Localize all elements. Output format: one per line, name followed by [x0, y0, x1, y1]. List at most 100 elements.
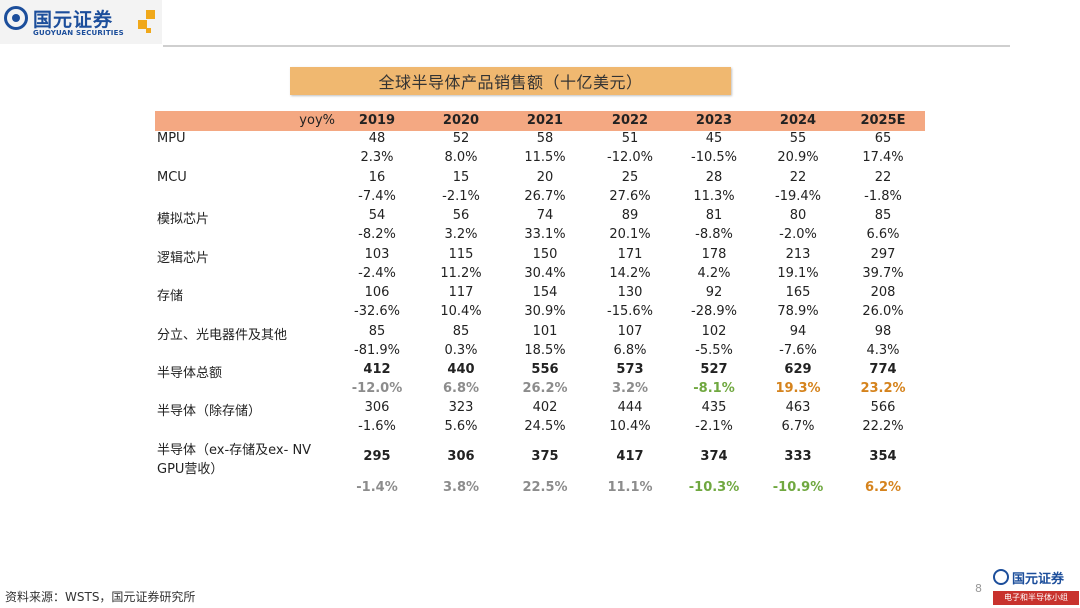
yoy-cell: -7.6% [779, 343, 817, 358]
row-label: 半导体（ex-存储及ex- NV [157, 443, 312, 458]
yoy-cell: 11.2% [440, 266, 482, 281]
value-cell: 402 [532, 400, 558, 415]
value-cell: 22 [789, 170, 807, 185]
yoy-cell: 22.2% [862, 419, 904, 434]
yoy-cell: -2.4% [358, 266, 396, 281]
value-cell: 178 [701, 247, 727, 262]
value-cell: 165 [785, 285, 811, 300]
yoy-cell: 3.2% [444, 227, 478, 242]
yoy-cell: 4.3% [866, 343, 900, 358]
value-cell: 297 [870, 247, 896, 262]
yoy-cell: 14.2% [609, 266, 651, 281]
yoy-cell: 22.5% [522, 480, 568, 495]
yoy-cell: 27.6% [609, 189, 651, 204]
value-cell: 54 [368, 208, 386, 223]
value-cell: 295 [363, 449, 391, 464]
value-cell: 374 [700, 449, 728, 464]
yoy-cell: 78.9% [777, 304, 819, 319]
yoy-cell: -8.2% [358, 227, 396, 242]
yoy-cell: -8.1% [693, 381, 735, 396]
yoy-cell: 10.4% [440, 304, 482, 319]
value-cell: 566 [870, 400, 896, 415]
yoy-cell: -2.1% [695, 419, 733, 434]
yoy-cell: 6.8% [613, 343, 647, 358]
value-cell: 51 [621, 131, 639, 146]
value-cell: 101 [532, 324, 558, 339]
yoy-cell: 11.3% [693, 189, 735, 204]
yoy-cell: 19.3% [775, 381, 821, 396]
row-label: GPU营收） [157, 462, 224, 477]
yoy-cell: 19.1% [777, 266, 819, 281]
yoy-cell: 26.7% [524, 189, 566, 204]
value-cell: 440 [447, 362, 475, 377]
value-cell: 102 [701, 324, 727, 339]
yoy-cell: 23.2% [860, 381, 906, 396]
value-cell: 115 [448, 247, 474, 262]
yoy-cell: 4.2% [697, 266, 731, 281]
logo-square-icon [146, 28, 151, 33]
yoy-cell: 3.2% [611, 381, 649, 396]
yoy-cell: 30.4% [524, 266, 566, 281]
row-label: 模拟芯片 [157, 212, 210, 227]
yoy-cell: 24.5% [524, 419, 566, 434]
yoy-header: yoy% [299, 113, 335, 128]
value-cell: 463 [785, 400, 811, 415]
value-cell: 20 [536, 170, 554, 185]
yoy-cell: 17.4% [862, 150, 904, 165]
yoy-cell: 3.8% [442, 480, 480, 495]
year-header: 2024 [779, 113, 817, 128]
yoy-cell: -12.0% [351, 381, 403, 396]
value-cell: 89 [621, 208, 639, 223]
year-header: 2020 [442, 113, 480, 128]
value-cell: 117 [448, 285, 474, 300]
source-note: 资料来源：WSTS，国元证券研究所 [5, 590, 196, 604]
footer-logo: 国元证券 电子和半导体小组 [993, 567, 1079, 607]
value-cell: 306 [364, 400, 390, 415]
yoy-cell: -7.4% [358, 189, 396, 204]
logo-en-name: GUOYUAN SECURITIES [33, 29, 124, 37]
yoy-cell: -28.9% [691, 304, 737, 319]
row-label: 存储 [157, 289, 184, 304]
yoy-cell: 8.0% [444, 150, 478, 165]
yoy-cell: 11.1% [607, 480, 653, 495]
yoy-cell: 33.1% [524, 227, 566, 242]
value-cell: 444 [617, 400, 643, 415]
header-divider [163, 45, 1010, 47]
logo-square-icon [138, 20, 147, 29]
yoy-cell: 39.7% [862, 266, 904, 281]
yoy-cell: 5.6% [444, 419, 478, 434]
value-cell: 15 [452, 170, 470, 185]
value-cell: 56 [452, 208, 470, 223]
value-cell: 774 [869, 362, 897, 377]
yoy-cell: -32.6% [354, 304, 400, 319]
value-cell: 85 [874, 208, 892, 223]
value-cell: 306 [447, 449, 475, 464]
value-cell: 25 [621, 170, 639, 185]
table-header-bar [155, 111, 925, 131]
value-cell: 333 [784, 449, 812, 464]
year-header: 2021 [526, 113, 564, 128]
value-cell: 65 [874, 131, 892, 146]
yoy-cell: -12.0% [607, 150, 653, 165]
value-cell: 208 [870, 285, 896, 300]
yoy-cell: 6.2% [864, 480, 902, 495]
footer-logo-tag: 电子和半导体小组 [993, 591, 1079, 605]
value-cell: 150 [532, 247, 558, 262]
value-cell: 527 [700, 362, 728, 377]
year-header: 2025E [860, 113, 906, 128]
value-cell: 98 [874, 324, 892, 339]
yoy-cell: -1.8% [864, 189, 902, 204]
page-number: 8 [975, 582, 982, 595]
value-cell: 171 [617, 247, 643, 262]
logo-square-icon [146, 10, 155, 19]
value-cell: 80 [789, 208, 807, 223]
yoy-cell: -10.9% [772, 480, 824, 495]
value-cell: 412 [363, 362, 391, 377]
yoy-cell: 26.0% [862, 304, 904, 319]
value-cell: 435 [701, 400, 727, 415]
value-cell: 74 [536, 208, 554, 223]
company-logo: 国元证券 GUOYUAN SECURITIES [0, 0, 162, 44]
value-cell: 154 [532, 285, 558, 300]
value-cell: 354 [869, 449, 897, 464]
yoy-cell: -8.8% [695, 227, 733, 242]
